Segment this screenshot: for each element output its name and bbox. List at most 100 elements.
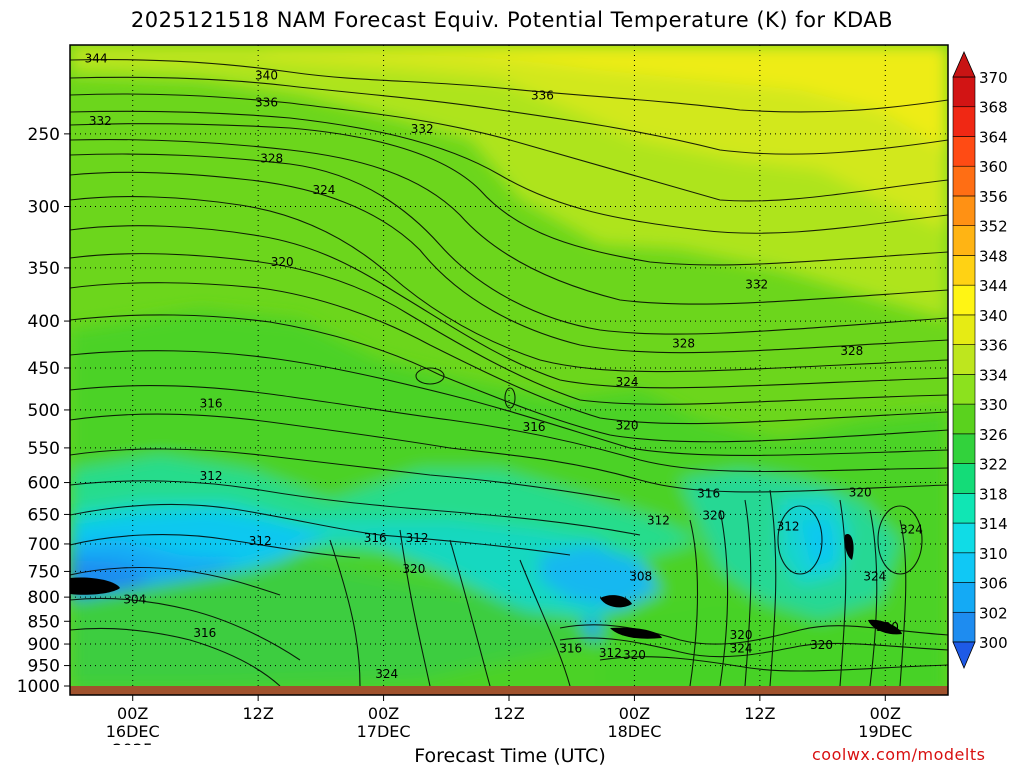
colorbar-label: 370 — [979, 69, 1008, 87]
contour-label: 312 — [200, 469, 223, 483]
colorbar-label: 310 — [979, 545, 1008, 563]
contour-label: 336 — [255, 95, 278, 109]
x-tick-year: 2025 — [112, 740, 153, 745]
contour-label: 324 — [730, 641, 753, 655]
y-tick-label: 600 — [28, 474, 60, 494]
y-tick-label: 450 — [28, 359, 60, 379]
y-tick-label: 400 — [28, 312, 60, 332]
contour-lines — [70, 58, 948, 687]
colorbar: 300 302 306 310 314 318 322 326 330 334 336 340 344 3… — [952, 51, 1008, 670]
contour-label: 324 — [313, 183, 336, 197]
colorbar-label: 306 — [979, 575, 1008, 593]
y-tick-label: 350 — [28, 259, 60, 279]
x-tick-label: 12Z — [493, 704, 524, 723]
chart-title: 2025121518 NAM Forecast Equiv. Potential… — [130, 8, 894, 32]
theta-e-field — [70, 45, 948, 695]
colorbar-label: 352 — [979, 218, 1008, 236]
y-tick-label: 1000 — [17, 677, 60, 697]
colorbar-extend-above — [952, 51, 976, 78]
contour-label: 316 — [697, 487, 720, 501]
colorbar-label: 348 — [979, 247, 1008, 265]
colorbar-label: 340 — [979, 307, 1008, 325]
contour-label: 324 — [900, 522, 923, 536]
contour-label: 312 — [599, 646, 622, 660]
contour-label: 320 — [876, 620, 899, 634]
x-axis-label: Forecast Time (UTC) — [414, 745, 606, 767]
contour-label: 308 — [629, 570, 652, 584]
y-tick-label: 700 — [28, 535, 60, 555]
y-tick-label: 500 — [28, 401, 60, 421]
colorbar-cell — [952, 225, 976, 256]
contour-label: 320 — [623, 648, 646, 662]
contour-label: 320 — [702, 509, 725, 523]
colorbar-label: 356 — [979, 188, 1008, 206]
colorbar-label: 360 — [979, 158, 1008, 176]
contour-label: 320 — [616, 419, 639, 433]
contour-label: 328 — [672, 336, 695, 350]
contour-label: 340 — [255, 69, 278, 83]
y-tick-label: 900 — [28, 635, 60, 655]
contour-label: 332 — [411, 122, 434, 136]
colorbar-cell — [952, 76, 976, 108]
colorbar-label: 314 — [979, 515, 1008, 533]
x-tick-label: 00Z — [870, 704, 901, 723]
colorbar-cell — [952, 582, 976, 613]
contour-label: 328 — [840, 344, 863, 358]
y-tick-label: 800 — [28, 588, 60, 608]
x-tick-label: 00Z — [117, 704, 148, 723]
contour-label: 320 — [730, 628, 753, 642]
colorbar-cell — [952, 255, 976, 286]
pressure-axis: 250 300 350 400 450 500 550 600 650 700 750 800 850 9… — [17, 125, 70, 697]
contour-label: 328 — [260, 152, 283, 166]
x-tick-date: 16DEC — [106, 722, 160, 741]
contour-label: 332 — [745, 278, 768, 292]
x-tick-label: 00Z — [619, 704, 650, 723]
colorbar-label: 334 — [979, 366, 1008, 384]
ground-strip — [70, 686, 948, 695]
colorbar-cell — [952, 106, 976, 137]
colorbar-cell — [952, 165, 976, 197]
x-tick-label: 00Z — [368, 704, 399, 723]
dotted-gridlines — [70, 45, 948, 686]
contour-label: 312 — [777, 519, 800, 533]
colorbar-label: 322 — [979, 456, 1008, 474]
colorbar-extend-below — [952, 641, 976, 670]
x-tick-label: 12Z — [744, 704, 775, 723]
contour-label: 312 — [406, 531, 429, 545]
colorbar-cell — [952, 374, 976, 405]
colorbar-label: 336 — [979, 337, 1008, 355]
colorbar-label: 326 — [979, 426, 1008, 444]
contour-label: 324 — [616, 375, 639, 389]
x-tick-label: 12Z — [242, 704, 273, 723]
source-credit: coolwx.com/modelts — [812, 745, 986, 764]
colorbar-label: 368 — [979, 99, 1008, 117]
contour-label: 316 — [193, 626, 216, 640]
contour-label: 344 — [85, 52, 108, 66]
contour-label: 316 — [200, 397, 223, 411]
contour-label: 324 — [863, 570, 886, 584]
y-tick-label: 550 — [28, 439, 60, 459]
y-tick-label: 850 — [28, 612, 60, 632]
contour-label: 320 — [271, 255, 294, 269]
colorbar-cell — [952, 433, 976, 464]
contour-label: 320 — [810, 638, 833, 652]
colorbar-cell — [952, 522, 976, 554]
x-tick-date: 19DEC — [858, 722, 912, 741]
y-tick-label: 950 — [28, 657, 60, 677]
colorbar-cell — [952, 195, 976, 226]
x-tick-date: 18DEC — [607, 722, 661, 741]
colorbar-cell — [952, 611, 976, 643]
colorbar-cell — [952, 463, 976, 494]
contour-label: 312 — [249, 534, 272, 548]
colorbar-label: 330 — [979, 396, 1008, 414]
contour-label: 320 — [849, 485, 872, 499]
y-tick-label: 300 — [28, 197, 60, 217]
colorbar-cell — [952, 314, 976, 345]
contour-label: 316 — [559, 641, 582, 655]
colorbar-cell — [952, 493, 976, 524]
colorbar-cell — [952, 284, 976, 316]
contour-label: 324 — [375, 667, 398, 681]
contour-label: 336 — [531, 88, 554, 102]
